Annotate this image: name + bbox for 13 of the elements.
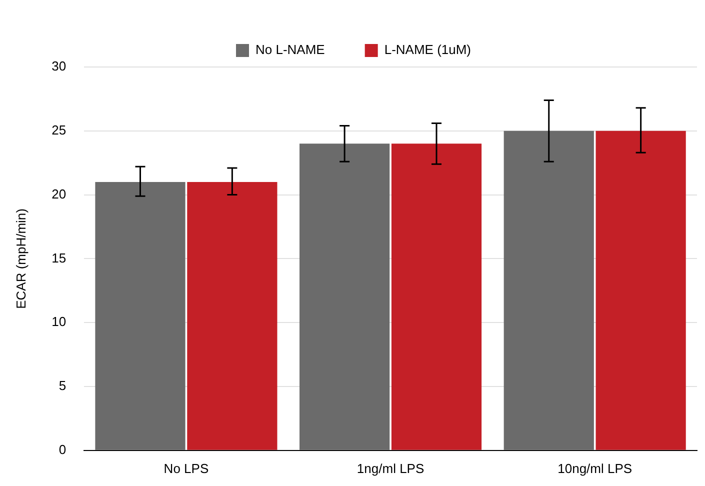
y-tick-label: 30 xyxy=(52,58,66,74)
x-tick-label: 1ng/ml LPS xyxy=(356,460,424,476)
legend-label: No L-NAME xyxy=(255,42,326,58)
x-tick-label: 10ng/ml LPS xyxy=(558,460,632,476)
y-axis-title: ECAR (mpH/min) xyxy=(13,208,28,309)
y-tick-label: 10 xyxy=(52,314,66,330)
y-tick-label: 0 xyxy=(58,442,66,457)
y-tick-label: 20 xyxy=(52,186,66,202)
y-tick-label: 25 xyxy=(52,122,66,138)
y-tick-label: 15 xyxy=(52,250,66,266)
x-tick-label: No LPS xyxy=(164,460,209,476)
y-tick-label: 5 xyxy=(58,378,66,394)
legend-label: L-NAME (1uM) xyxy=(384,42,472,58)
